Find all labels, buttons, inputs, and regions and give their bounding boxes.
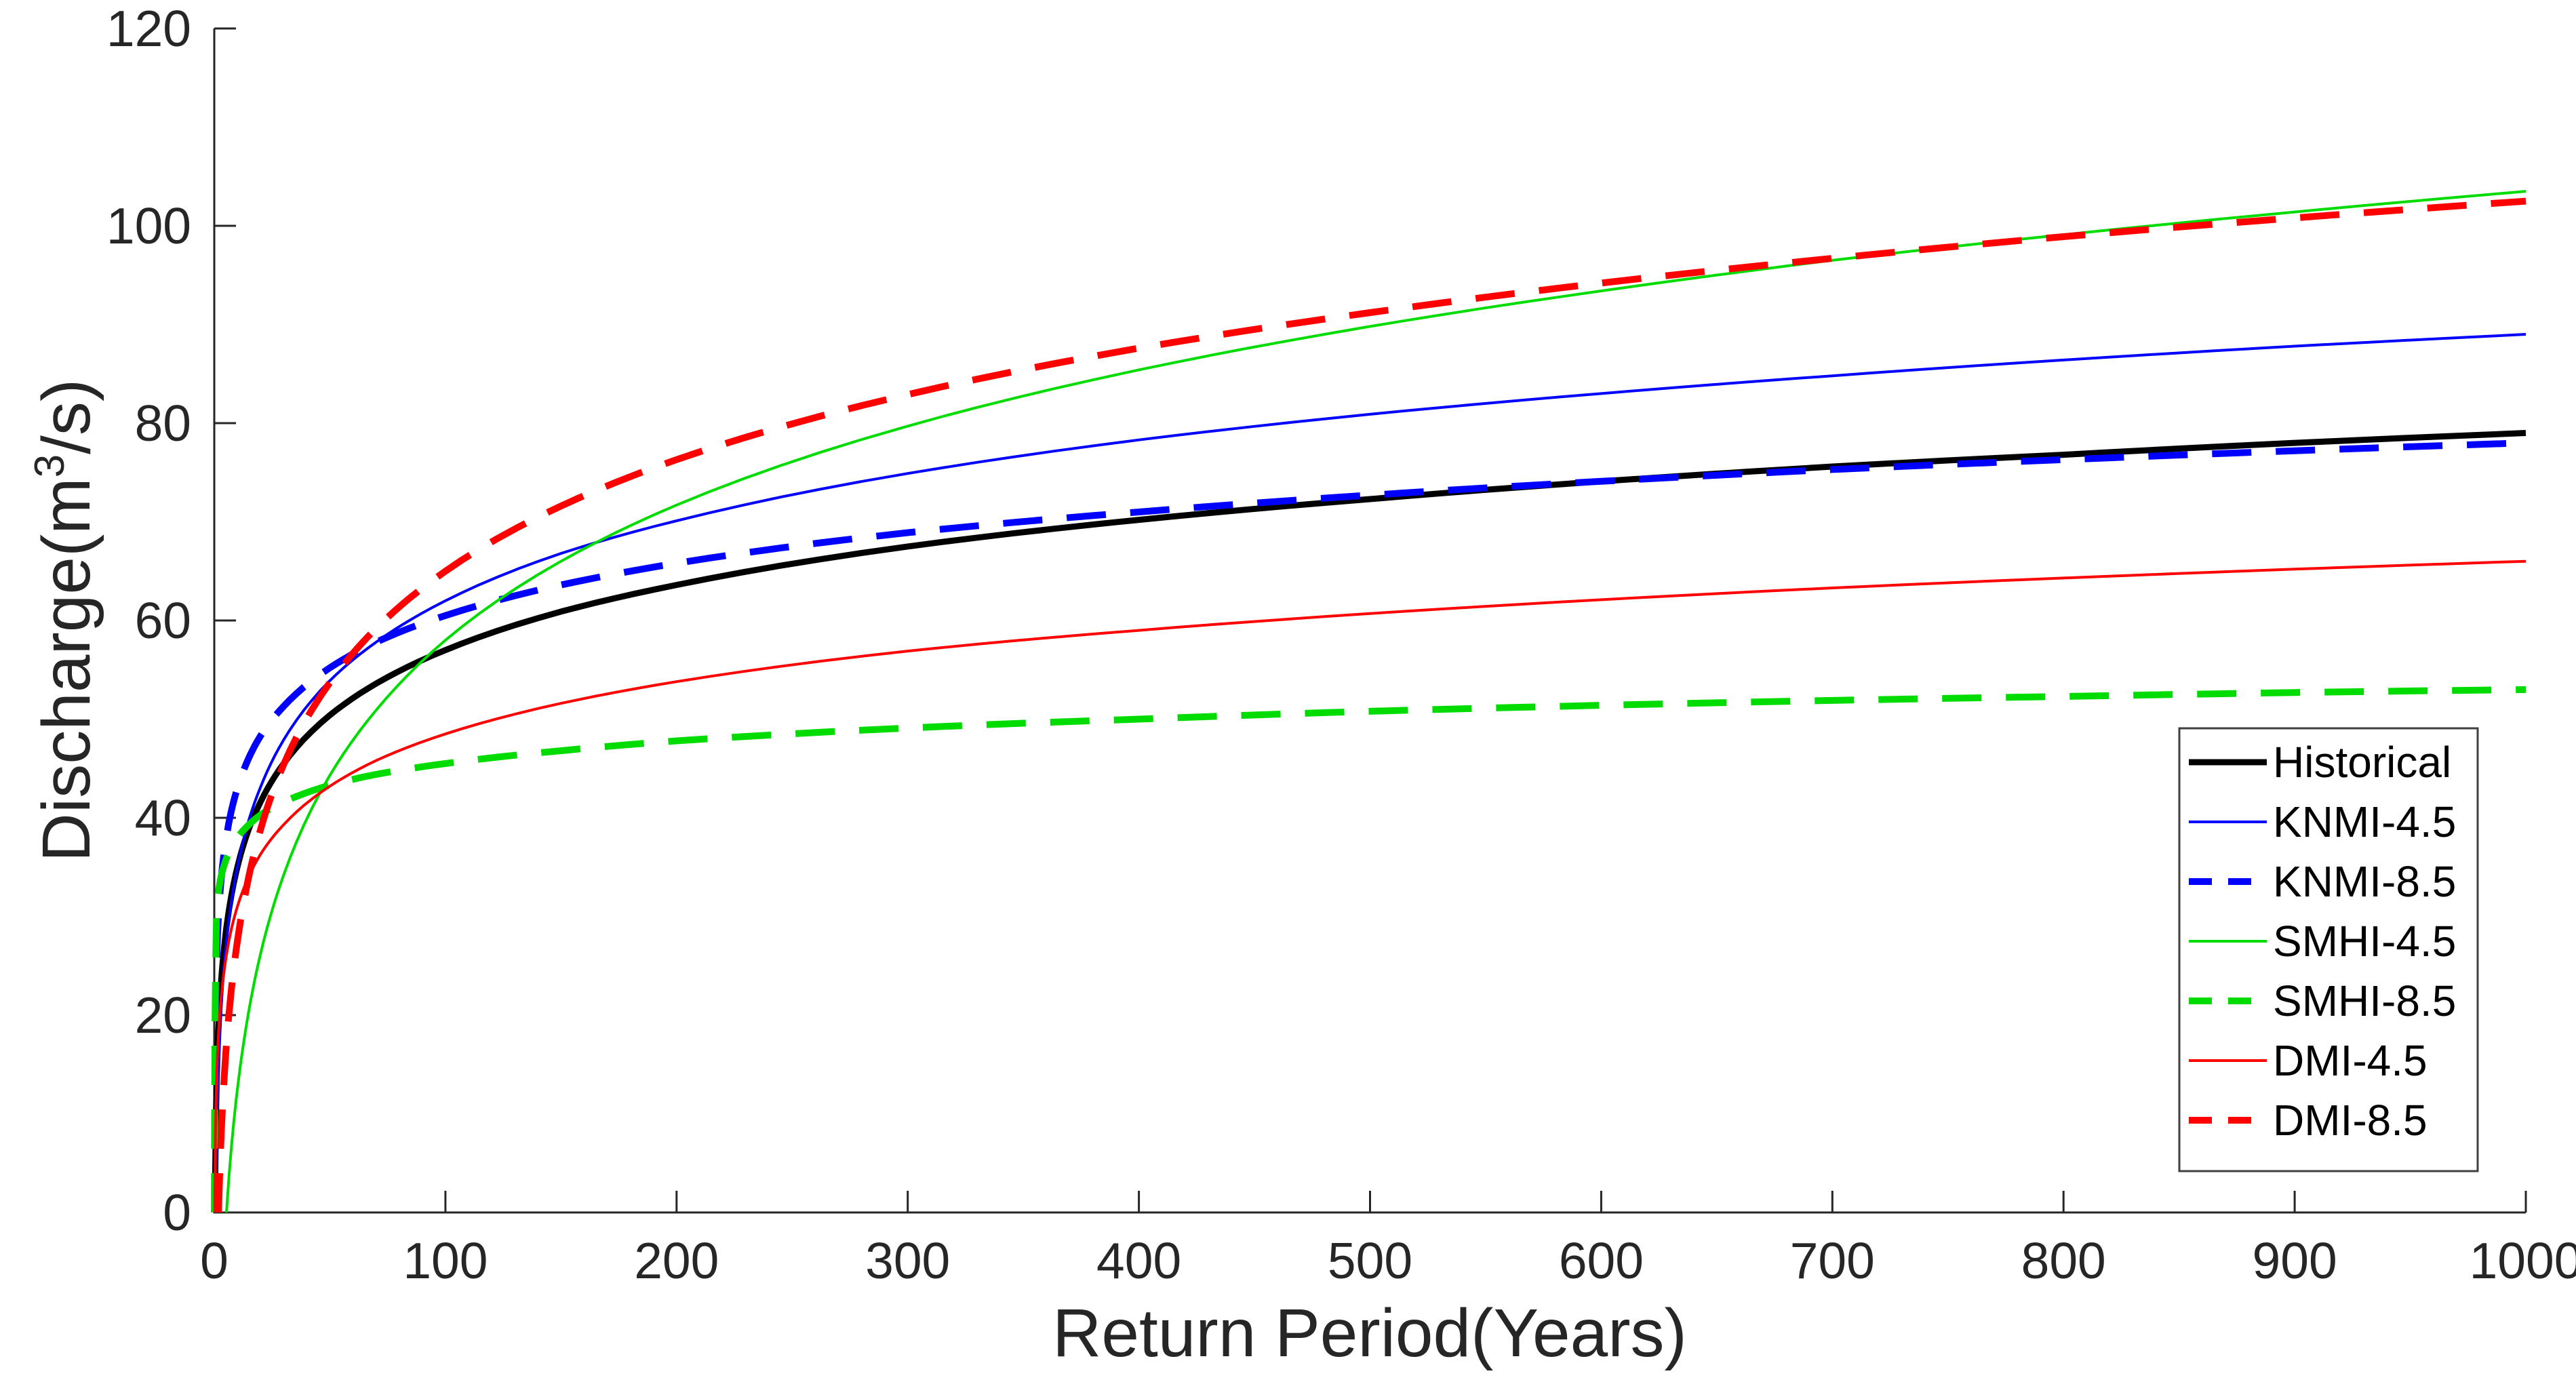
series-dmi-4.5	[213, 559, 2527, 1213]
y-tick-label: 80	[135, 395, 191, 452]
x-tick-label: 0	[200, 1232, 229, 1289]
legend-label: SMHI-8.5	[2273, 976, 2456, 1025]
series-smhi-8.5	[211, 686, 2527, 1213]
x-tick-label: 700	[1790, 1232, 1875, 1289]
legend-item-smhi-4.5: SMHI-4.5	[2189, 917, 2456, 966]
x-tick-label: 600	[1559, 1232, 1644, 1289]
x-tick-label: 800	[2021, 1232, 2106, 1289]
legend-label: KNMI-8.5	[2273, 857, 2456, 906]
legend-label: SMHI-4.5	[2273, 917, 2456, 966]
x-tick-label: 400	[1096, 1232, 1181, 1289]
legend-label: Historical	[2273, 738, 2451, 787]
x-tick-label: 200	[634, 1232, 719, 1289]
legend-label: DMI-8.5	[2273, 1096, 2428, 1145]
x-axis-label: Return Period(Years)	[1052, 1295, 1687, 1371]
legend-item-smhi-8.5: SMHI-8.5	[2189, 976, 2456, 1025]
x-tick-label: 900	[2253, 1232, 2337, 1289]
y-tick-label: 0	[163, 1184, 191, 1241]
x-tick-label: 100	[403, 1232, 488, 1289]
axes: 0 100 200 300 400 500 600 700 800 900 1000 0 20 40 60 8…	[106, 0, 2576, 1289]
legend: Historical KNMI-4.5 KNMI-8.5 SMHI-4.5 SMHI-8…	[2178, 727, 2479, 1172]
y-tick-label: 120	[106, 0, 191, 57]
x-tick-label: 300	[865, 1232, 950, 1289]
y-tick-label: 20	[135, 987, 191, 1044]
y-axis-label: Discharge(m3/s)	[26, 379, 104, 862]
legend-box	[2178, 727, 2479, 1172]
x-tick-label: 500	[1328, 1232, 1412, 1289]
legend-item-dmi-8.5: DMI-8.5	[2189, 1096, 2428, 1145]
x-tick-label: 1000	[2470, 1232, 2576, 1289]
series-smhi-4.5	[225, 190, 2527, 1213]
legend-item-knmi-4.5: KNMI-4.5	[2189, 797, 2456, 846]
series-lines	[211, 190, 2527, 1213]
series-dmi-8.5	[215, 197, 2527, 1213]
legend-label: DMI-4.5	[2273, 1036, 2428, 1085]
legend-item-dmi-4.5: DMI-4.5	[2189, 1036, 2428, 1085]
series-knmi-8.5	[211, 439, 2527, 1213]
legend-item-historical: Historical	[2189, 738, 2451, 787]
y-tick-label: 60	[135, 592, 191, 649]
y-tick-label: 100	[106, 197, 191, 254]
y-tick-label: 40	[135, 789, 191, 846]
legend-item-knmi-8.5: KNMI-8.5	[2189, 857, 2456, 906]
legend-label: KNMI-4.5	[2273, 797, 2456, 846]
